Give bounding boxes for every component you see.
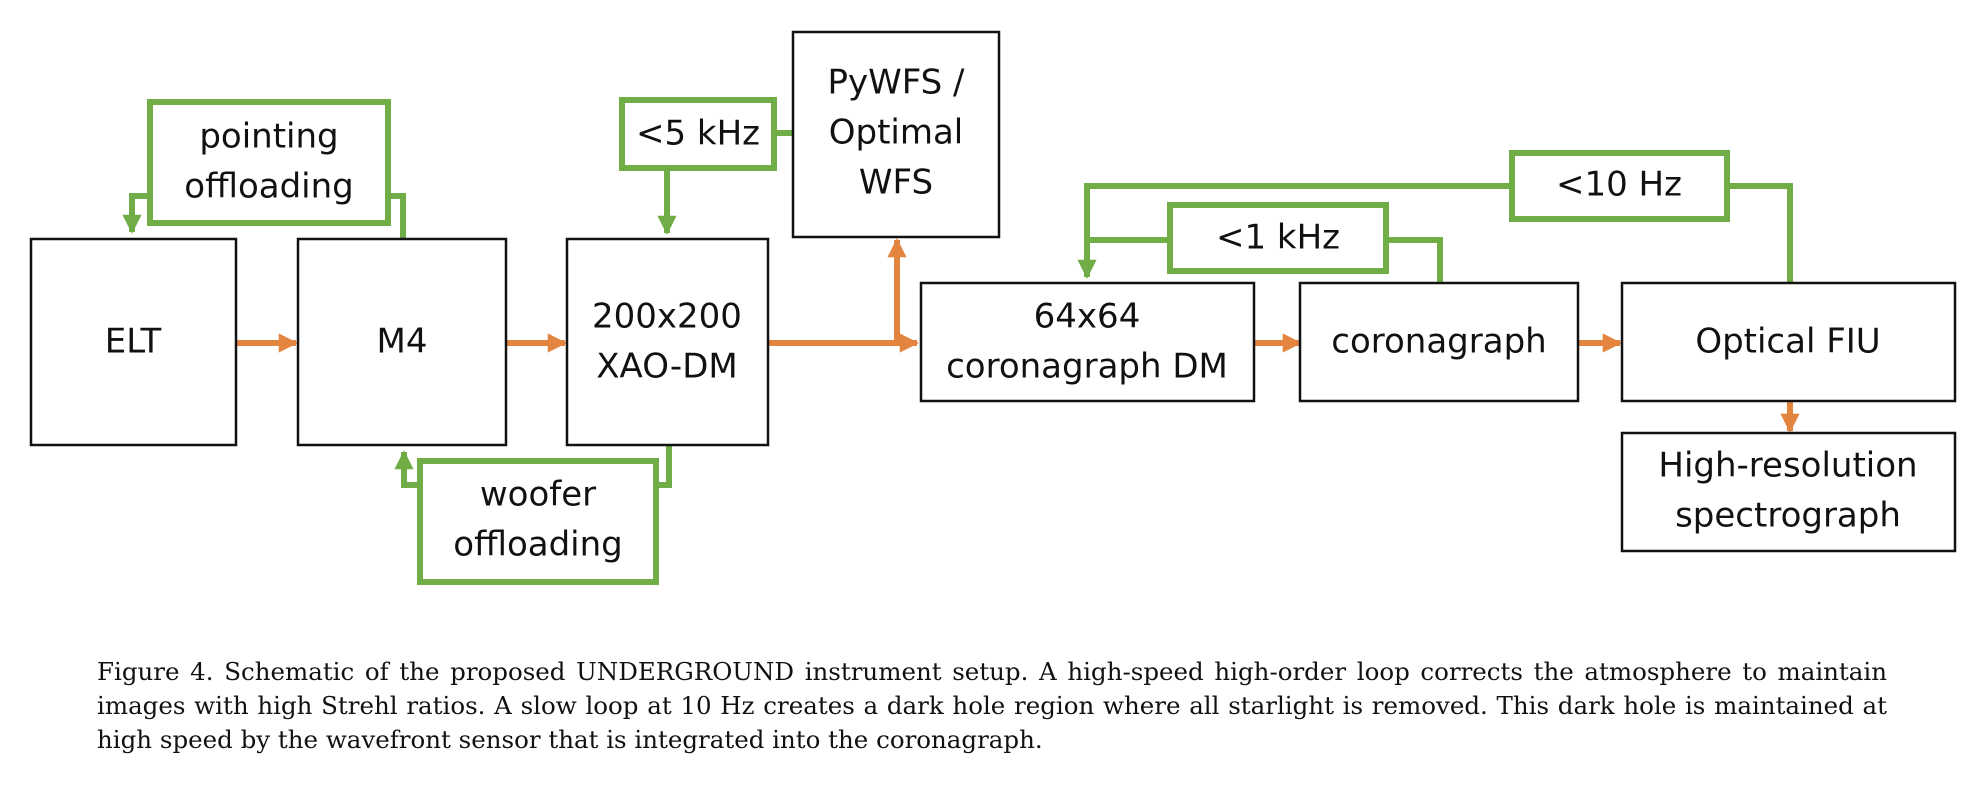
coronagraph-box (1298, 281, 1580, 403)
xao-dm-box (565, 237, 770, 447)
components (29, 30, 1957, 553)
labels: ELT M4 200x200 XAO-DM PyWFS / Optimal WF… (105, 63, 1918, 565)
pointing-label-line1: pointing (199, 117, 338, 157)
xao-dm-label-line2: XAO-DM (596, 347, 737, 387)
woofer-loop-line (656, 446, 672, 488)
pointing-offloading-box (147, 99, 391, 226)
pointing-loop-line (388, 193, 406, 240)
m4-label: M4 (377, 322, 428, 362)
optical-fiu-label: Optical FIU (1695, 322, 1880, 362)
khz1-label: <1 kHz (1216, 218, 1340, 258)
pywfs-label-line3: WFS (859, 163, 933, 203)
woofer-loop-return (394, 450, 420, 488)
woofer-label-line2: offloading (453, 525, 622, 565)
khz5-label: <5 kHz (636, 114, 760, 154)
spectrograph-box (1620, 431, 1957, 553)
optical-fiu-box (1620, 281, 1957, 403)
coronagraph-dm-label-line2: coronagraph DM (946, 347, 1228, 387)
hz10-box (1509, 150, 1730, 222)
instrument-schematic: ELT M4 200x200 XAO-DM PyWFS / Optimal WF… (29, 30, 1957, 585)
pywfs-box (791, 30, 1001, 239)
hz10-label: <10 Hz (1556, 165, 1682, 205)
woofer-label-line1: woofer (480, 475, 596, 515)
khz5-box (619, 97, 777, 171)
elt-label: ELT (105, 322, 162, 362)
pointing-loop-return (122, 193, 150, 234)
pywfs-label-line1: PyWFS / (827, 63, 965, 103)
m4-box (296, 237, 508, 447)
coronagraph-dm-box (919, 281, 1256, 403)
spectrograph-label-line2: spectrograph (1675, 496, 1901, 536)
khz1-loop-line (1386, 237, 1443, 283)
xao-dm-label-line1: 200x200 (592, 297, 742, 337)
woofer-offloading-box (417, 458, 659, 585)
pywfs-label-line2: Optimal (829, 113, 964, 153)
khz1-box (1167, 202, 1389, 274)
pointing-label-line2: offloading (184, 167, 353, 207)
coronagraph-label: coronagraph (1331, 322, 1546, 362)
optical-path (236, 238, 1800, 433)
control-loops (122, 97, 1793, 585)
spectrograph-label-line1: High-resolution (1658, 446, 1917, 486)
coronagraph-dm-label-line1: 64x64 (1034, 297, 1141, 337)
hz10-loop-return (1077, 183, 1512, 279)
figure-caption: Figure 4. Schematic of the proposed UNDE… (97, 657, 1887, 754)
hz10-loop-line (1727, 183, 1793, 283)
elt-box (29, 237, 238, 447)
